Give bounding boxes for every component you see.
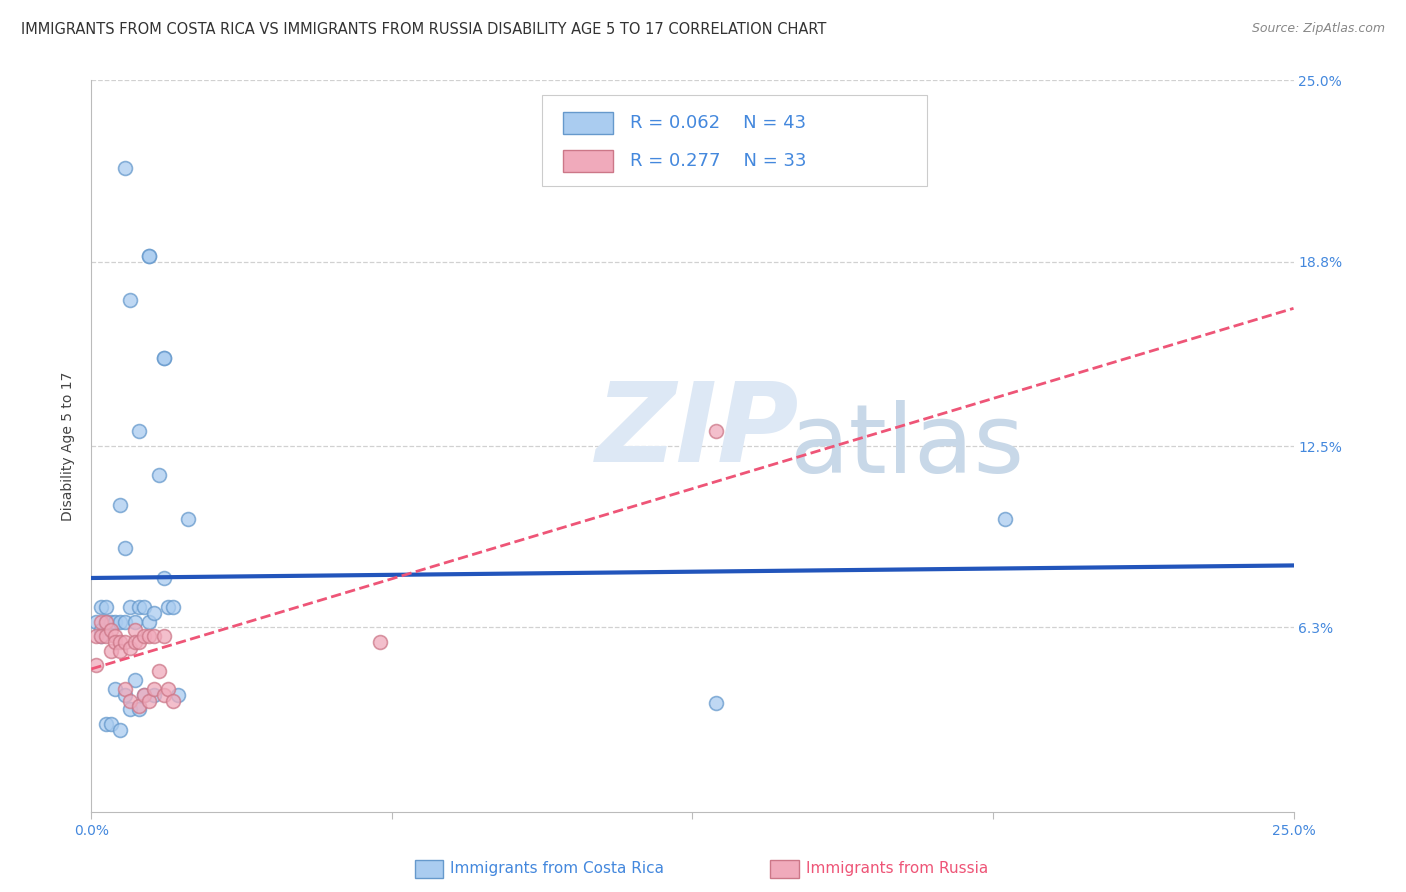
Point xyxy=(100,624,122,638)
Text: Immigrants from Russia: Immigrants from Russia xyxy=(806,862,988,876)
Point xyxy=(110,723,132,737)
Point xyxy=(104,629,127,643)
Point xyxy=(167,688,190,702)
Point xyxy=(104,615,127,629)
Point xyxy=(152,688,174,702)
Point xyxy=(138,249,160,263)
Point xyxy=(124,615,146,629)
Point xyxy=(134,688,156,702)
Point xyxy=(90,624,112,638)
Point xyxy=(84,615,107,629)
Point xyxy=(142,606,165,620)
Point xyxy=(110,644,132,658)
Point xyxy=(157,681,180,696)
Y-axis label: Disability Age 5 to 17: Disability Age 5 to 17 xyxy=(62,371,76,521)
Point xyxy=(114,615,136,629)
Text: R = 0.062    N = 43: R = 0.062 N = 43 xyxy=(630,113,806,132)
Point xyxy=(128,699,150,714)
Point xyxy=(114,161,136,175)
Point xyxy=(706,425,728,439)
Point xyxy=(142,681,165,696)
Point xyxy=(90,629,112,643)
FancyBboxPatch shape xyxy=(543,95,927,186)
Point xyxy=(114,541,136,556)
Point xyxy=(110,498,132,512)
Point xyxy=(152,571,174,585)
Point xyxy=(128,635,150,649)
Bar xyxy=(562,150,613,171)
Text: R = 0.277    N = 33: R = 0.277 N = 33 xyxy=(630,152,807,169)
Point xyxy=(90,629,112,643)
Point xyxy=(84,658,107,673)
Point xyxy=(368,635,391,649)
Point xyxy=(134,629,156,643)
Point xyxy=(148,665,170,679)
Point xyxy=(138,615,160,629)
Point xyxy=(124,673,146,687)
Point xyxy=(148,468,170,483)
Point xyxy=(100,644,122,658)
Point xyxy=(100,717,122,731)
Point xyxy=(124,624,146,638)
Point xyxy=(104,681,127,696)
Point xyxy=(162,599,184,614)
Point xyxy=(706,697,728,711)
Point xyxy=(142,629,165,643)
Point xyxy=(100,615,122,629)
Point xyxy=(152,351,174,366)
Point xyxy=(138,693,160,707)
Point xyxy=(90,615,112,629)
Point xyxy=(94,717,117,731)
Point xyxy=(110,615,132,629)
Point xyxy=(84,629,107,643)
Text: ZIP: ZIP xyxy=(596,378,800,485)
Point xyxy=(94,615,117,629)
Point xyxy=(134,599,156,614)
Point xyxy=(114,681,136,696)
Point xyxy=(152,351,174,366)
Point xyxy=(128,425,150,439)
Point xyxy=(110,635,132,649)
Point xyxy=(152,629,174,643)
Point xyxy=(118,293,141,307)
Point xyxy=(138,629,160,643)
Point xyxy=(114,635,136,649)
Point xyxy=(138,249,160,263)
Point xyxy=(94,629,117,643)
Point xyxy=(128,599,150,614)
Point xyxy=(994,512,1017,526)
Point xyxy=(118,599,141,614)
Point xyxy=(94,615,117,629)
Point xyxy=(157,599,180,614)
Point xyxy=(118,693,141,707)
Text: IMMIGRANTS FROM COSTA RICA VS IMMIGRANTS FROM RUSSIA DISABILITY AGE 5 TO 17 CORR: IMMIGRANTS FROM COSTA RICA VS IMMIGRANTS… xyxy=(21,22,827,37)
Point xyxy=(118,702,141,716)
Text: Source: ZipAtlas.com: Source: ZipAtlas.com xyxy=(1251,22,1385,36)
Text: Immigrants from Costa Rica: Immigrants from Costa Rica xyxy=(450,862,664,876)
Point xyxy=(104,635,127,649)
Point xyxy=(114,688,136,702)
Point xyxy=(124,635,146,649)
Point xyxy=(176,512,198,526)
Point xyxy=(90,599,112,614)
Point xyxy=(128,702,150,716)
Point xyxy=(142,688,165,702)
Point xyxy=(162,693,184,707)
Bar xyxy=(562,112,613,134)
Point xyxy=(118,640,141,655)
Text: atlas: atlas xyxy=(789,400,1024,492)
Point xyxy=(94,599,117,614)
Point xyxy=(134,688,156,702)
